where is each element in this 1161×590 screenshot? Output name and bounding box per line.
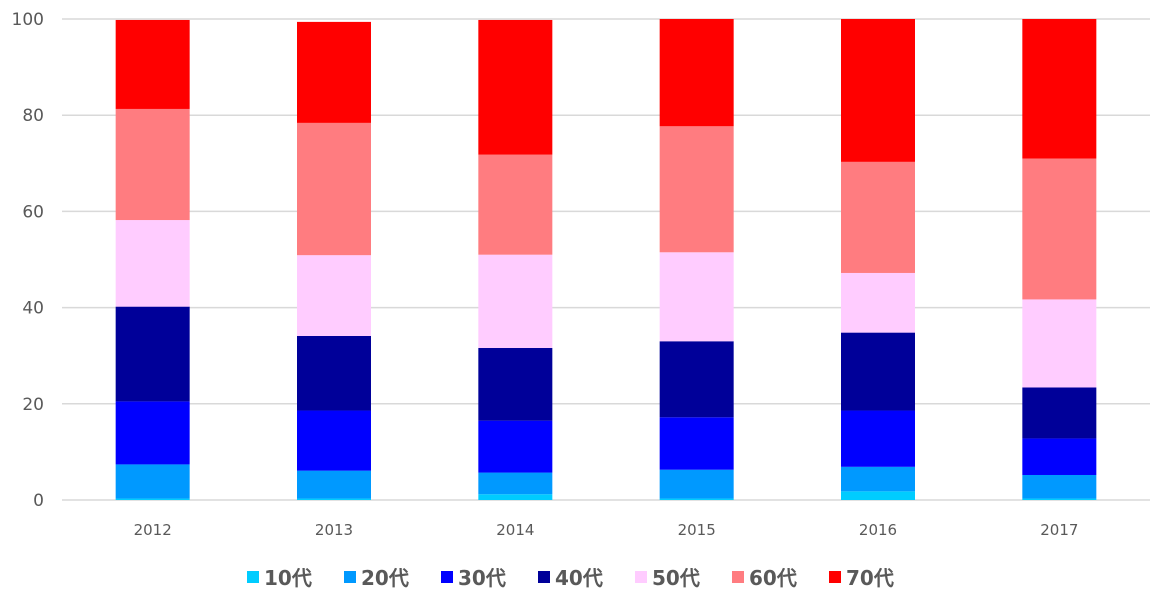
bar-segment-2016-30代	[841, 410, 915, 467]
x-tick-label: 2015	[678, 521, 716, 539]
bar-segment-2014-70代	[478, 19, 553, 155]
x-tick-label: 2013	[315, 521, 353, 539]
bar-segment-2012-10代	[115, 498, 190, 500]
legend-label: 10代	[264, 566, 312, 590]
x-tick-label: 2014	[496, 521, 534, 539]
bars	[115, 19, 1097, 500]
bar-segment-2015-10代	[659, 498, 734, 500]
bar-segment-2017-60代	[1022, 158, 1097, 300]
bar-segment-2013-40代	[297, 335, 371, 411]
bar-segment-2017-10代	[1022, 498, 1097, 500]
bar-segment-2017-20代	[1022, 474, 1097, 499]
y-tick-label: 100	[12, 10, 44, 30]
legend-swatch-50代	[635, 571, 647, 583]
bar-segment-2017-30代	[1022, 438, 1097, 475]
legend: 10代 20代 30代 40代 50代 60代 70代	[247, 566, 894, 590]
bar-segment-2013-30代	[297, 410, 371, 471]
bar-segment-2014-20代	[478, 472, 553, 495]
y-axis-ticks: 0 20 40 60 80 100	[12, 10, 44, 511]
y-tick-label: 40	[22, 299, 44, 319]
bar-segment-2014-50代	[478, 254, 553, 349]
bar-segment-2014-60代	[478, 154, 553, 255]
bar-segment-2017-70代	[1022, 19, 1097, 159]
legend-label: 40代	[555, 566, 603, 590]
bar-segment-2017-40代	[1022, 387, 1097, 439]
legend-label: 30代	[458, 566, 506, 590]
legend-label: 70代	[846, 566, 894, 590]
bar-segment-2015-70代	[659, 19, 734, 127]
bar-segment-2017-50代	[1022, 299, 1097, 388]
bar-segment-2012-30代	[115, 401, 190, 465]
bar-segment-2014-30代	[478, 420, 553, 473]
bar-segment-2015-30代	[659, 417, 734, 470]
x-axis-ticks: 2012 2013 2014 2015 2016 2017	[134, 521, 1079, 539]
bar-segment-2013-60代	[297, 122, 371, 256]
bar-segment-2013-50代	[297, 255, 371, 336]
legend-swatch-30代	[441, 571, 453, 583]
legend-swatch-20代	[344, 571, 356, 583]
legend-swatch-40代	[538, 571, 550, 583]
bar-segment-2012-50代	[115, 220, 190, 307]
bar-segment-2012-70代	[115, 19, 190, 109]
legend-swatch-70代	[829, 571, 841, 583]
bar-segment-2015-20代	[659, 469, 734, 499]
bar-segment-2016-50代	[841, 272, 915, 333]
x-tick-label: 2012	[134, 521, 172, 539]
bar-segment-2013-20代	[297, 470, 371, 499]
y-tick-label: 60	[22, 202, 44, 222]
legend-swatch-10代	[247, 571, 259, 583]
y-tick-label: 20	[22, 395, 44, 415]
bar-segment-2015-40代	[659, 341, 734, 418]
gridlines	[62, 18, 1150, 501]
legend-label: 20代	[361, 566, 409, 590]
bar-segment-2015-60代	[659, 126, 734, 253]
x-tick-label: 2016	[859, 521, 897, 539]
legend-label: 50代	[652, 566, 700, 590]
legend-label: 60代	[749, 566, 797, 590]
bar-segment-2014-40代	[478, 348, 553, 421]
legend-swatch-60代	[732, 571, 744, 583]
bar-segment-2016-40代	[841, 332, 915, 411]
bar-segment-2016-20代	[841, 466, 915, 492]
bar-segment-2012-20代	[115, 464, 190, 499]
bar-segment-2016-10代	[841, 491, 915, 500]
bar-segment-2013-10代	[297, 498, 371, 500]
bar-segment-2016-60代	[841, 161, 915, 273]
bar-segment-2012-40代	[115, 306, 190, 402]
bar-segment-2012-60代	[115, 108, 190, 221]
y-tick-label: 0	[33, 491, 44, 511]
bar-segment-2014-10代	[478, 494, 553, 500]
bar-segment-2013-70代	[297, 21, 371, 123]
x-tick-label: 2017	[1040, 521, 1078, 539]
bar-segment-2016-70代	[841, 19, 915, 162]
y-tick-label: 80	[22, 106, 44, 126]
bar-segment-2015-50代	[659, 252, 734, 342]
